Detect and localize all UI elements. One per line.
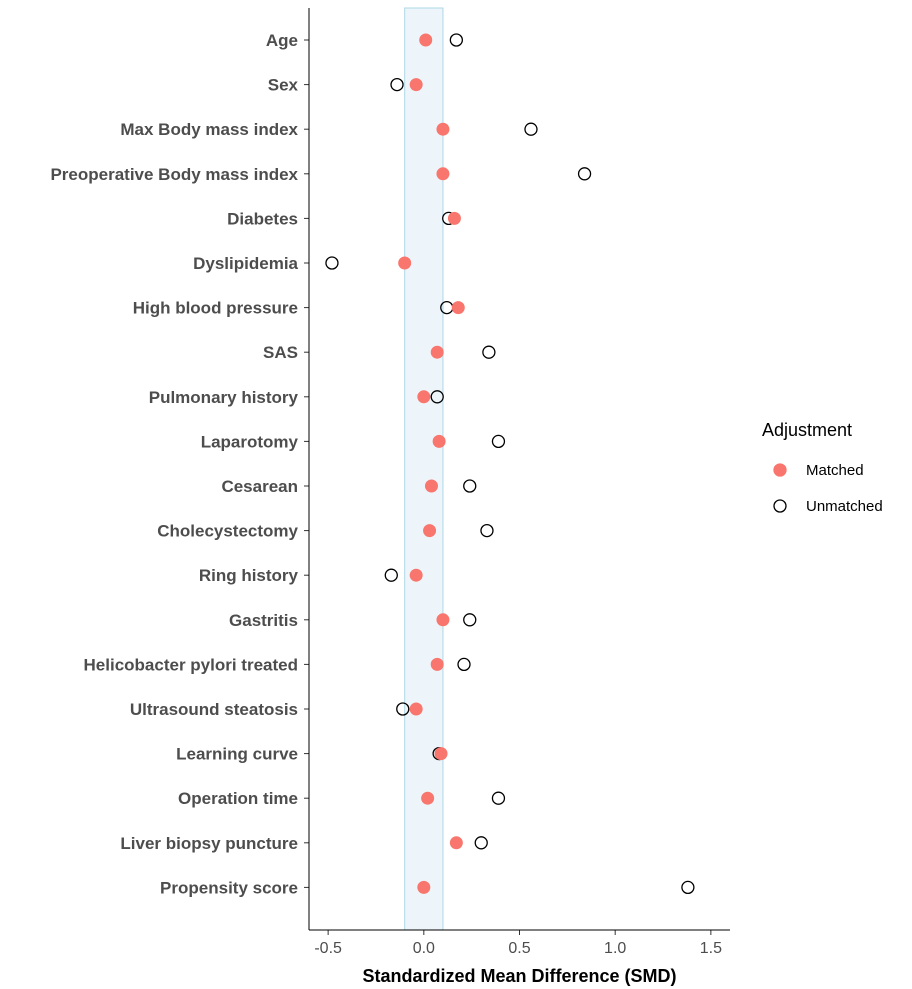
point-matched xyxy=(419,33,433,47)
y-tick-label: Liver biopsy puncture xyxy=(120,834,298,853)
x-tick-label: 0.0 xyxy=(413,940,435,957)
point-matched xyxy=(451,301,465,315)
point-unmatched xyxy=(480,523,494,538)
point-unmatched xyxy=(482,345,496,359)
point-matched xyxy=(421,791,435,805)
y-tick-label: Dyslipidemia xyxy=(193,254,298,273)
point-unmatched xyxy=(457,657,471,672)
x-tick-label: 1.0 xyxy=(604,940,626,957)
point-matched xyxy=(409,568,423,582)
point-unmatched xyxy=(577,167,592,181)
y-tick-label: Laparotomy xyxy=(201,432,299,451)
point-matched xyxy=(449,836,463,850)
y-tick-label: Learning curve xyxy=(176,745,298,764)
point-unmatched xyxy=(384,568,398,582)
legend-key-matched xyxy=(773,463,787,477)
x-axis: -0.5 0.0 0.5 1.0 1.5 xyxy=(314,930,722,957)
point-matched xyxy=(436,167,450,181)
point-unmatched xyxy=(396,702,410,716)
y-tick-label: Ring history xyxy=(199,566,299,585)
y-axis-ticks xyxy=(304,39,309,888)
y-tick-label: Preoperative Body mass index xyxy=(50,165,298,184)
point-unmatched xyxy=(474,836,488,850)
y-tick-label: High blood pressure xyxy=(133,299,298,318)
y-tick-label: Propensity score xyxy=(160,878,298,897)
point-matched xyxy=(430,345,444,359)
point-matched xyxy=(398,256,412,270)
point-unmatched xyxy=(463,613,477,627)
point-matched xyxy=(409,702,423,716)
point-unmatched xyxy=(524,122,538,136)
y-tick-label: SAS xyxy=(263,343,298,362)
point-matched xyxy=(409,78,423,92)
data-points xyxy=(325,33,695,895)
point-matched xyxy=(432,434,446,448)
legend-title: Adjustment xyxy=(762,420,852,440)
y-tick-label: Ultrasound steatosis xyxy=(130,700,298,719)
y-tick-label: Operation time xyxy=(178,789,298,808)
point-matched xyxy=(436,122,450,136)
x-axis-title: Standardized Mean Difference (SMD) xyxy=(362,966,676,986)
legend-label-unmatched: Unmatched xyxy=(806,498,883,515)
point-matched xyxy=(434,747,448,761)
point-matched xyxy=(417,880,431,894)
point-unmatched xyxy=(449,33,464,47)
y-tick-label: Cholecystectomy xyxy=(157,522,298,541)
y-tick-label: Cesarean xyxy=(221,477,298,496)
point-matched xyxy=(430,657,444,671)
y-tick-label: Gastritis xyxy=(229,611,298,630)
point-matched xyxy=(424,479,438,493)
x-tick-label: 0.5 xyxy=(508,940,530,957)
y-tick-label: Age xyxy=(266,31,298,50)
legend-key-unmatched xyxy=(773,499,787,513)
x-tick-label: -0.5 xyxy=(314,940,342,957)
y-axis-labels: Age Sex Max Body mass index Preoperative Bo… xyxy=(50,31,298,897)
point-unmatched xyxy=(491,791,506,805)
legend: Adjustment Matched Unmatched xyxy=(762,420,883,515)
point-unmatched xyxy=(325,256,339,270)
point-matched xyxy=(423,524,437,538)
y-tick-label: Sex xyxy=(268,76,299,95)
point-matched xyxy=(447,211,461,225)
point-unmatched xyxy=(463,479,477,493)
point-unmatched xyxy=(681,880,695,895)
point-matched xyxy=(436,613,450,627)
legend-label-matched: Matched xyxy=(806,462,864,479)
point-unmatched xyxy=(491,434,506,449)
point-unmatched xyxy=(430,390,444,404)
y-tick-label: Max Body mass index xyxy=(120,120,298,139)
threshold-band xyxy=(404,7,444,931)
y-tick-label: Helicobacter pylori treated xyxy=(84,655,298,674)
x-tick-label: 1.5 xyxy=(700,940,722,957)
point-matched xyxy=(417,390,431,404)
y-tick-label: Diabetes xyxy=(227,209,298,228)
y-tick-label: Pulmonary history xyxy=(149,388,299,407)
point-unmatched xyxy=(390,77,404,92)
